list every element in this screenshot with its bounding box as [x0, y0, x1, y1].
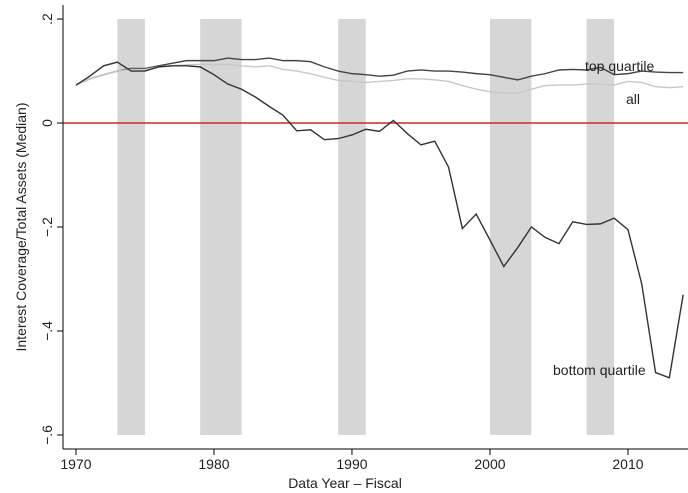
- y-tick-label: −.2: [39, 217, 55, 237]
- x-tick-label: 2000: [474, 456, 505, 472]
- y-tick-label: −.6: [39, 425, 55, 445]
- series-label: bottom quartile: [553, 362, 646, 378]
- x-tick-label: 1980: [198, 456, 229, 472]
- x-tick-label: 1970: [60, 456, 91, 472]
- y-axis-title: Interest Coverage/Total Assets (Median): [13, 102, 29, 351]
- shaded-period: [200, 19, 242, 435]
- shaded-period: [489, 19, 532, 435]
- series-line: [75, 61, 684, 379]
- y-tick-label: 0: [39, 119, 55, 127]
- x-axis-title: Data Year – Fiscal: [288, 475, 402, 491]
- x-tick-label: 2010: [612, 456, 643, 472]
- shaded-period: [586, 19, 615, 435]
- series-label: top quartile: [585, 58, 654, 74]
- shaded-period: [117, 19, 145, 435]
- shaded-period: [338, 19, 366, 435]
- x-tick-label: 1990: [336, 456, 367, 472]
- y-tick-label: .2: [39, 13, 55, 25]
- series-label: all: [626, 91, 640, 107]
- y-tick-label: −.4: [39, 321, 55, 341]
- series-line: [75, 57, 684, 86]
